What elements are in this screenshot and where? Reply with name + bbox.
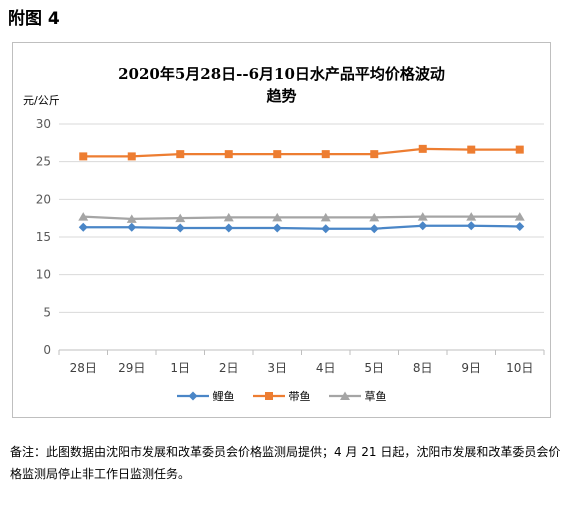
- legend-label: 草鱼: [364, 390, 387, 403]
- x-tick-label: 3日: [267, 361, 287, 375]
- legend-label: 带鱼: [288, 390, 311, 403]
- data-point: [127, 152, 136, 161]
- y-axis-unit-label: 元/公斤: [23, 94, 60, 107]
- x-tick-label: 8日: [413, 361, 433, 375]
- y-tick-label: 5: [43, 305, 51, 319]
- data-point: [272, 223, 282, 233]
- data-point: [224, 150, 233, 159]
- data-point: [369, 224, 379, 234]
- data-point: [127, 222, 137, 232]
- chart-title-line2: 趋势: [266, 87, 297, 105]
- x-tick-label: 28日: [70, 361, 97, 375]
- chart-title-line1: 2020年5月28日--6月10日水产品平均价格波动: [118, 65, 445, 83]
- data-point: [321, 150, 330, 159]
- y-tick-label: 30: [36, 117, 51, 131]
- data-point: [78, 222, 88, 232]
- y-tick-label: 0: [43, 343, 51, 357]
- data-point: [466, 221, 476, 231]
- footnote: 备注：此图数据由沈阳市发展和改革委员会价格监测局提供；4 月 21 日起，沈阳市…: [10, 445, 561, 481]
- data-point: [79, 152, 88, 161]
- y-tick-label: 20: [36, 192, 51, 206]
- x-tick-label: 10日: [506, 361, 533, 375]
- x-tick-label: 2日: [219, 361, 239, 375]
- data-point: [224, 223, 234, 233]
- x-tick-label: 1日: [170, 361, 190, 375]
- data-point: [466, 212, 477, 221]
- data-point: [370, 150, 379, 159]
- chart-title: 2020年5月28日--6月10日水产品平均价格波动 趋势: [13, 63, 550, 107]
- legend-item: 带鱼: [252, 388, 311, 404]
- series-line-3: [83, 215, 520, 221]
- data-point: [223, 212, 234, 222]
- data-point: [417, 212, 428, 221]
- data-point: [514, 212, 525, 221]
- data-point: [175, 223, 185, 233]
- data-point: [515, 221, 525, 231]
- x-tick-label: 29日: [118, 361, 145, 375]
- data-point: [369, 212, 380, 222]
- x-tick-label: 5日: [364, 361, 384, 375]
- data-point: [176, 150, 185, 159]
- chart-frame: 2020年5月28日--6月10日水产品平均价格波动 趋势 元/公斤 0 5 10 1…: [12, 42, 551, 418]
- x-tick-label: 9日: [461, 361, 481, 375]
- figure-label: 附图 4: [8, 9, 60, 29]
- data-point: [175, 213, 186, 223]
- data-point: [320, 212, 331, 222]
- series-line-1: [83, 224, 520, 230]
- data-point: [126, 214, 137, 223]
- data-point: [273, 150, 282, 159]
- data-point: [418, 144, 427, 153]
- chart-legend: 鲤鱼 带鱼 草鱼: [13, 388, 550, 404]
- x-tick-label: 4日: [316, 361, 336, 375]
- legend-label: 鲤鱼: [212, 390, 235, 403]
- chart-plot: 0 5 10 15 20 25 30 28日 29日 1日 2日 3日 4日 5日 8日 9日 10日: [36, 117, 545, 375]
- series-line-2: [83, 147, 520, 158]
- y-tick-label: 25: [36, 155, 51, 169]
- data-point: [78, 212, 89, 221]
- data-point: [272, 212, 283, 222]
- y-tick-label: 15: [36, 230, 51, 244]
- legend-swatch: [176, 391, 209, 401]
- legend-swatch: [328, 391, 361, 400]
- data-point: [515, 145, 524, 154]
- data-point: [418, 221, 428, 231]
- legend-item: 草鱼: [328, 388, 387, 404]
- y-tick-label: 10: [36, 268, 51, 282]
- data-point: [321, 224, 331, 234]
- legend-item: 鲤鱼: [176, 388, 235, 404]
- data-point: [467, 145, 476, 154]
- legend-swatch: [252, 392, 285, 400]
